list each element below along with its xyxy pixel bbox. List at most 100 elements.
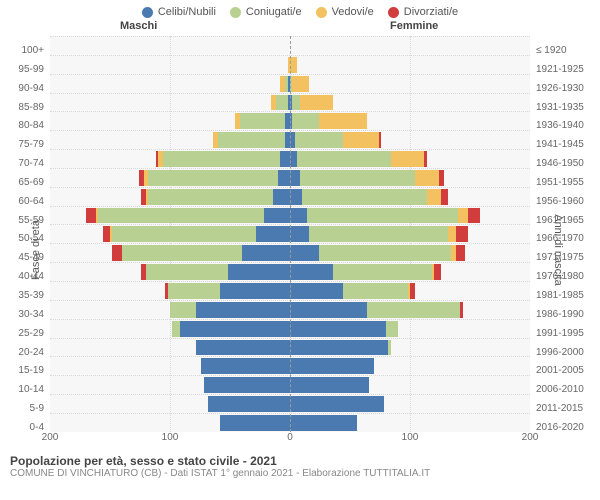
legend-label: Vedovi/e — [332, 6, 374, 18]
bar-segment — [292, 76, 309, 92]
bar-segment — [256, 226, 290, 242]
y-label-age: 0-4 — [0, 419, 46, 438]
bar-segment — [264, 208, 290, 224]
bar-segment — [456, 226, 468, 242]
bar-segment — [290, 170, 300, 186]
bar-segment — [300, 95, 334, 111]
bar-segment — [295, 132, 343, 148]
y-label-birth: 1936-1940 — [534, 117, 600, 136]
y-label-birth: 1981-1985 — [534, 287, 600, 306]
bar-segment — [456, 245, 466, 261]
bar-segment — [424, 151, 426, 167]
y-label-birth: 1926-1930 — [534, 80, 600, 99]
bar-segment — [386, 321, 398, 337]
bar-segment — [460, 302, 462, 318]
y-label-age: 85-89 — [0, 99, 46, 118]
bar-segment — [290, 358, 374, 374]
bar-female — [290, 76, 530, 92]
bar-male — [50, 283, 290, 299]
y-label-birth: 1961-1965 — [534, 212, 600, 231]
y-label-birth: 1941-1945 — [534, 136, 600, 155]
bar-male — [50, 245, 290, 261]
bar-male — [50, 38, 290, 54]
bar-segment — [292, 113, 318, 129]
x-tick: 100 — [402, 432, 419, 443]
y-label-age: 55-59 — [0, 212, 46, 231]
y-label-birth: 1991-1995 — [534, 325, 600, 344]
population-pyramid-chart: Celibi/NubiliConiugati/eVedovi/eDivorzia… — [0, 0, 600, 500]
bar-male — [50, 132, 290, 148]
bar-segment — [218, 132, 285, 148]
bar-segment — [290, 226, 309, 242]
bar-segment — [273, 189, 290, 205]
header-female: Femmine — [390, 20, 438, 32]
bar-male — [50, 189, 290, 205]
bar-male — [50, 340, 290, 356]
y-axis-right-labels: ≤ 19201921-19251926-19301931-19351936-19… — [534, 42, 600, 438]
legend-swatch — [388, 7, 399, 18]
y-label-birth: 1971-1975 — [534, 249, 600, 268]
footer-title: Popolazione per età, sesso e stato civil… — [10, 454, 590, 468]
bar-segment — [333, 264, 431, 280]
y-label-age: 35-39 — [0, 287, 46, 306]
bar-segment — [290, 377, 369, 393]
bar-female — [290, 302, 530, 318]
y-label-birth: 2006-2010 — [534, 381, 600, 400]
bar-segment — [290, 245, 319, 261]
bar-segment — [242, 245, 290, 261]
y-label-age: 25-29 — [0, 325, 46, 344]
y-label-age: 45-49 — [0, 249, 46, 268]
y-label-birth: 1946-1950 — [534, 155, 600, 174]
bar-segment — [163, 151, 281, 167]
bar-segment — [415, 170, 439, 186]
bar-segment — [103, 226, 110, 242]
bar-segment — [240, 113, 286, 129]
bar-segment — [410, 283, 415, 299]
y-label-age: 75-79 — [0, 136, 46, 155]
bar-segment — [290, 264, 333, 280]
bar-segment — [148, 189, 273, 205]
bar-female — [290, 377, 530, 393]
bar-female — [290, 113, 530, 129]
bar-female — [290, 57, 530, 73]
y-label-birth: 1931-1935 — [534, 99, 600, 118]
legend-swatch — [316, 7, 327, 18]
bar-segment — [290, 57, 297, 73]
bar-segment — [439, 170, 444, 186]
bar-male — [50, 208, 290, 224]
plot-area — [50, 36, 530, 432]
legend-item: Divorziati/e — [388, 6, 458, 18]
bar-male — [50, 151, 290, 167]
bar-male — [50, 321, 290, 337]
bar-female — [290, 226, 530, 242]
bar-segment — [290, 340, 388, 356]
bar-segment — [148, 170, 278, 186]
y-label-birth: 1976-1980 — [534, 268, 600, 287]
y-label-birth: 1956-1960 — [534, 193, 600, 212]
x-tick: 200 — [42, 432, 59, 443]
bar-segment — [319, 245, 451, 261]
bar-male — [50, 95, 290, 111]
bar-segment — [441, 189, 448, 205]
bar-male — [50, 226, 290, 242]
column-headers: Maschi Femmine — [0, 18, 600, 36]
x-axis: 2001000100200 — [50, 432, 530, 448]
bar-male — [50, 264, 290, 280]
bar-female — [290, 132, 530, 148]
y-label-age: 80-84 — [0, 117, 46, 136]
bar-segment — [196, 302, 290, 318]
bar-segment — [379, 132, 381, 148]
y-label-birth: 1921-1925 — [534, 61, 600, 80]
center-line — [290, 36, 291, 432]
bar-female — [290, 38, 530, 54]
bar-male — [50, 113, 290, 129]
bar-female — [290, 358, 530, 374]
bar-segment — [434, 264, 441, 280]
y-label-birth: 1966-1970 — [534, 230, 600, 249]
bar-segment — [278, 170, 290, 186]
y-label-age: 20-24 — [0, 344, 46, 363]
bar-female — [290, 415, 530, 431]
legend-swatch — [230, 7, 241, 18]
y-label-age: 30-34 — [0, 306, 46, 325]
bar-segment — [448, 226, 455, 242]
